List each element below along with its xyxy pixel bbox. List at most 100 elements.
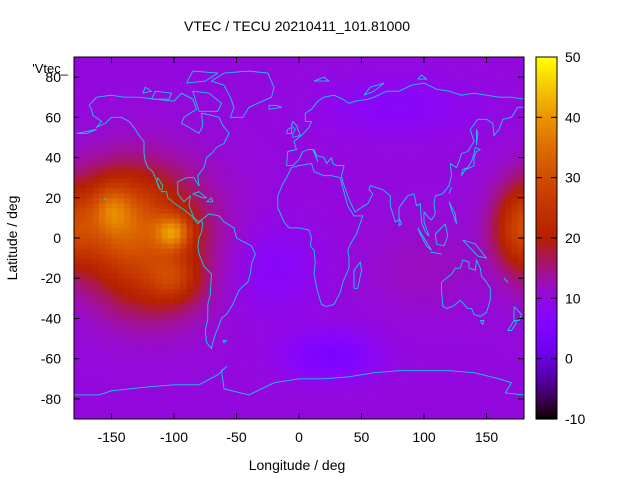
heatmap-cell — [255, 383, 263, 390]
heatmap-cell — [417, 303, 425, 309]
heatmap-cell — [486, 62, 494, 68]
heatmap-cell — [274, 87, 281, 93]
heatmap-cell — [467, 147, 475, 154]
heatmap-cell — [286, 132, 294, 139]
heatmap-cell — [342, 238, 350, 244]
heatmap-cell — [305, 388, 313, 395]
heatmap-cell — [411, 318, 419, 325]
heatmap-cell — [236, 197, 244, 204]
heatmap-cell — [417, 117, 425, 123]
heatmap-cell — [124, 217, 131, 224]
heatmap-cell — [449, 373, 456, 380]
heatmap-cell — [130, 57, 138, 63]
heatmap-cell — [342, 102, 350, 108]
heatmap-cell — [149, 92, 156, 98]
heatmap-cell — [442, 328, 450, 335]
heatmap-cell — [236, 238, 244, 244]
heatmap-cell — [374, 182, 381, 189]
heatmap-cell — [349, 363, 356, 370]
heatmap-cell — [92, 162, 100, 169]
heatmap-cell — [161, 142, 169, 149]
heatmap-cell — [130, 288, 138, 294]
heatmap-cell — [117, 358, 125, 365]
heatmap-cell — [142, 313, 150, 320]
heatmap-cell — [317, 172, 325, 179]
heatmap-cell — [467, 202, 475, 209]
heatmap-cell — [405, 227, 413, 234]
heatmap-cell — [349, 62, 356, 68]
heatmap-cell — [230, 293, 238, 299]
heatmap-cell — [155, 353, 163, 360]
heatmap-cell — [80, 87, 88, 93]
heatmap-cell — [242, 348, 250, 355]
heatmap-cell — [367, 172, 375, 179]
heatmap-cell — [461, 383, 469, 390]
heatmap-cell — [105, 248, 113, 254]
heatmap-cell — [430, 227, 438, 234]
heatmap-cell — [449, 263, 456, 269]
heatmap-cell — [99, 278, 106, 284]
heatmap-cell — [199, 162, 206, 169]
heatmap-cell — [205, 383, 213, 390]
heatmap-cell — [142, 172, 150, 179]
heatmap-cell — [342, 167, 350, 174]
heatmap-cell — [355, 57, 363, 63]
heatmap-cell — [467, 92, 475, 98]
heatmap-cell — [449, 67, 456, 73]
heatmap-cell — [261, 102, 269, 108]
heatmap-cell — [305, 107, 313, 113]
heatmap-cell — [99, 222, 106, 229]
heatmap-cell — [174, 107, 181, 113]
heatmap-cell — [380, 147, 388, 154]
heatmap-cell — [311, 232, 319, 239]
heatmap-cell — [99, 72, 106, 78]
heatmap-cell — [399, 393, 406, 400]
heatmap-cell — [374, 177, 381, 184]
heatmap-cell — [455, 222, 463, 229]
heatmap-cell — [317, 388, 325, 395]
heatmap-cell — [480, 303, 488, 309]
heatmap-cell — [461, 177, 469, 184]
heatmap-cell — [386, 77, 394, 83]
heatmap-cell — [492, 383, 500, 390]
heatmap-cell — [280, 197, 288, 204]
heatmap-cell — [430, 293, 438, 299]
heatmap-cell — [399, 97, 406, 103]
heatmap-cell — [286, 157, 294, 164]
heatmap-cell — [149, 117, 156, 123]
heatmap-cell — [411, 232, 419, 239]
heatmap-cell — [424, 388, 431, 395]
heatmap-cell — [117, 383, 125, 390]
heatmap-cell — [436, 263, 444, 269]
heatmap-cell — [317, 77, 325, 83]
heatmap-cell — [192, 197, 200, 204]
heatmap-cell — [342, 338, 350, 345]
heatmap-cell — [180, 293, 188, 299]
heatmap-cell — [136, 358, 144, 365]
heatmap-cell — [149, 192, 156, 199]
heatmap-cell — [130, 217, 138, 224]
heatmap-cell — [436, 197, 444, 204]
heatmap-cell — [92, 273, 100, 279]
heatmap-cell — [374, 147, 381, 154]
heatmap-cell — [192, 227, 200, 234]
heatmap-cell — [180, 122, 188, 128]
heatmap-cell — [399, 373, 406, 380]
heatmap-cell — [92, 147, 100, 154]
heatmap-cell — [392, 82, 400, 88]
heatmap-cell — [417, 388, 425, 395]
heatmap-cell — [492, 278, 500, 284]
heatmap-cell — [99, 378, 106, 385]
heatmap-cell — [111, 403, 119, 410]
heatmap-cell — [92, 137, 100, 144]
heatmap-cell — [330, 403, 338, 410]
heatmap-cell — [505, 333, 513, 340]
heatmap-cell — [124, 182, 131, 189]
heatmap-cell — [386, 117, 394, 123]
heatmap-cell — [130, 253, 138, 259]
heatmap-cell — [324, 217, 331, 224]
heatmap-cell — [467, 293, 475, 299]
heatmap-cell — [361, 283, 369, 289]
heatmap-cell — [411, 328, 419, 335]
heatmap-cell — [442, 62, 450, 68]
